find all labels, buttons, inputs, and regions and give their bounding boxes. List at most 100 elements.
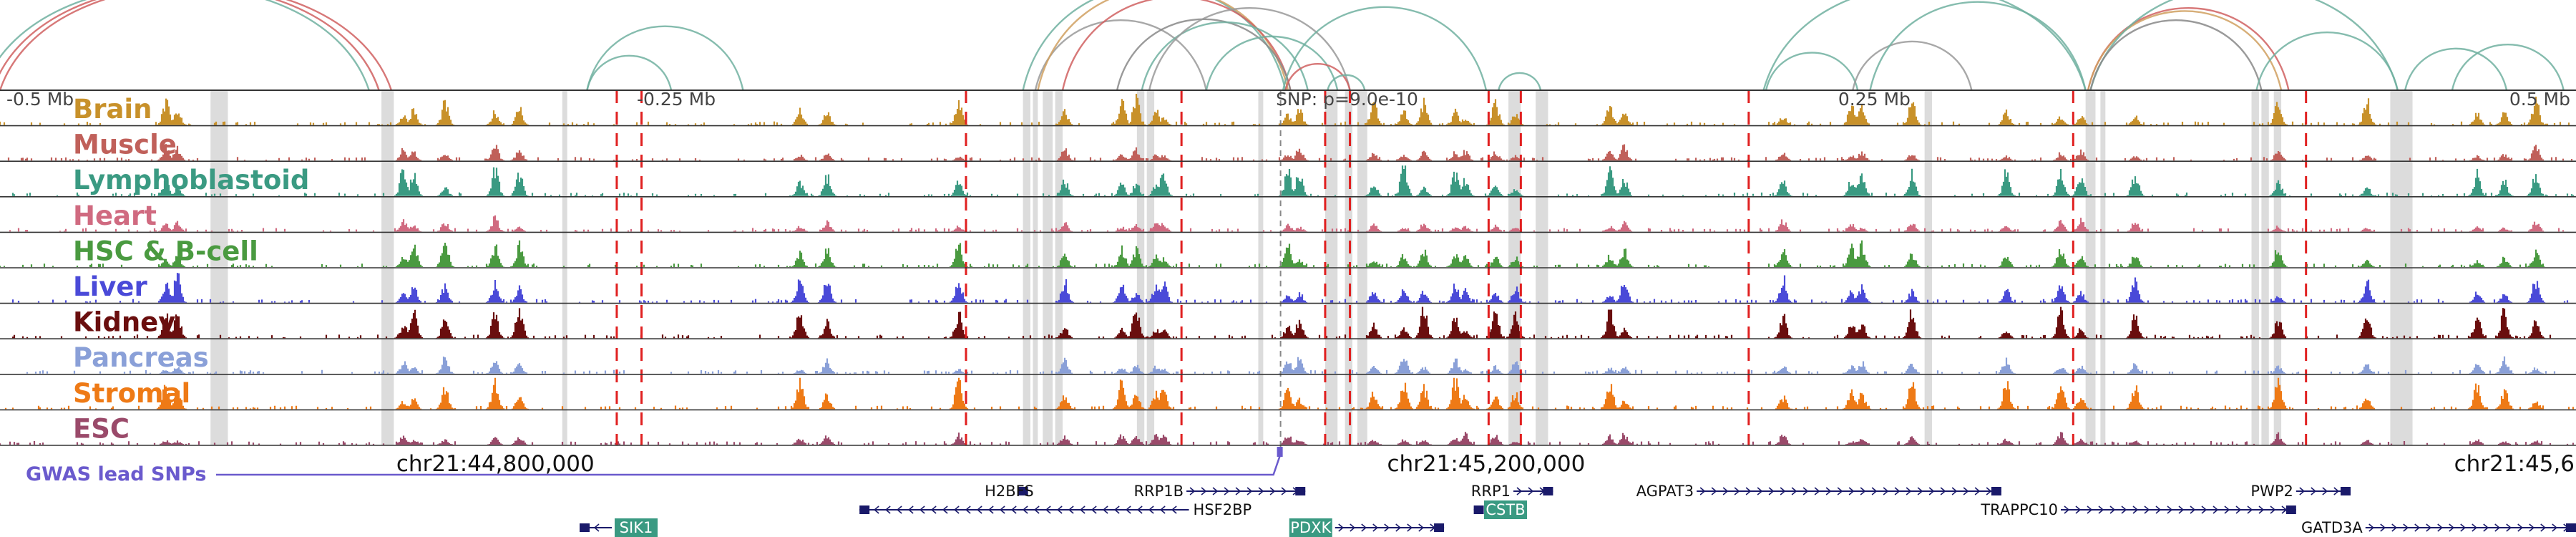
gene-exon [580,523,590,532]
strand-arrow [2380,523,2386,532]
loop-arc [1284,62,1351,91]
strand-arrow [1848,487,1855,495]
strand-arrow [2540,523,2547,532]
loop-arc [1869,1,2087,91]
strand-arrow [1699,487,1706,495]
gene-exon [2341,487,2351,495]
track-label: ESC [73,413,130,444]
gene-rrp1: RRP1 [1471,483,1553,500]
track-frames [0,90,2576,446]
gene-label: AGPAT3 [1636,483,1694,500]
strand-arrow [2322,487,2328,495]
strand-arrow [1091,505,1097,514]
gene-exon [2285,505,2296,514]
track-labels: Brain Muscle Lymphoblastoid Heart HSC & B-ce… [73,94,309,444]
loop-arc [2255,32,2399,91]
coordinate-label: chr21:45,6 [2454,451,2575,477]
strand-arrow [2460,523,2467,532]
strand-arrow [1056,505,1063,514]
gene-hsf2bp: HSF2BP [859,501,1252,518]
track-signal [26,356,2556,374]
strand-arrow [1711,487,1717,495]
chromatin-loop-arcs [0,0,2565,91]
gene-pwp2: PWP2 [2250,483,2351,500]
strand-arrow [1281,487,1287,495]
strand-arrow [1986,487,1992,495]
gene-exon [1991,487,2001,495]
strand-arrow [965,505,971,514]
strand-arrow [873,505,879,514]
strand-arrow [1079,505,1085,514]
track-label: Kidney [73,307,175,338]
relative-position-label: SNP: p=9.0e-10 [1276,89,1418,110]
strand-arrow [1928,487,1935,495]
strand-arrow [2064,505,2070,514]
loop-arc [1327,74,1366,91]
strand-arrow [1102,505,1108,514]
strand-arrow [2109,505,2116,514]
strand-arrow [2299,487,2306,495]
strand-arrow [2178,505,2185,514]
strand-arrow [999,505,1005,514]
strand-arrow [1894,487,1901,495]
loop-arc [586,25,744,91]
strand-arrow [1361,523,1367,532]
loop-arc [0,0,370,91]
gene-exon [1434,523,1445,532]
strand-arrow [930,505,937,514]
strand-arrow [896,505,902,514]
strand-arrow [1745,487,1752,495]
strand-arrow [1372,523,1379,532]
strand-arrow [907,505,914,514]
strand-arrow [2333,487,2340,495]
strand-arrow [2098,505,2104,514]
strand-arrow [919,505,925,514]
gene-label-box [1484,500,1527,519]
strand-arrow [1125,505,1131,514]
strand-arrow [942,505,948,514]
strand-arrow [1246,487,1253,495]
strand-arrow [953,505,960,514]
strand-arrow [1951,487,1958,495]
strand-arrow [2075,505,2082,514]
strand-arrow [2311,487,2317,495]
strand-arrow [2449,523,2455,532]
strand-arrow [2155,505,2162,514]
strand-arrow [1113,505,1120,514]
gene-trappc10: TRAPPC10 [1980,501,2296,518]
gene-exon [1018,487,1028,495]
strand-arrow [1010,505,1017,514]
track-label: Brain [73,94,152,125]
gene-exon [1543,487,1553,495]
loop-arc [2404,47,2508,91]
strand-arrow [2517,523,2524,532]
relative-position-label: 0.25 Mb [1838,89,1911,110]
strand-arrow [2132,505,2139,514]
coordinate-label: chr21:45,200,000 [1387,451,1586,477]
loop-arc [2089,0,2399,91]
strand-arrow [1791,487,1797,495]
loop-arc [2087,10,2283,91]
strand-arrow [2403,523,2409,532]
loop-arc [1022,0,1287,91]
track-signal [0,432,2575,445]
strand-arrow [1802,487,1809,495]
strand-arrow [1136,505,1143,514]
loop-arc [0,0,393,91]
strand-arrow [1917,487,1923,495]
gene-rrp1b: RRP1B [1133,483,1306,500]
strand-arrow [1825,487,1832,495]
loop-arc [2451,44,2565,91]
gene-label: PWP2 [2250,483,2293,500]
track-signal [0,94,2570,125]
gwas-lead-snp-label: GWAS lead SNPs [26,463,206,485]
strand-arrow [2087,505,2093,514]
strand-arrow [1883,487,1889,495]
strand-arrow [1860,487,1866,495]
gene-label: RRP1 [1471,483,1511,500]
strand-arrow [1963,487,1969,495]
gene-label: RRP1B [1133,483,1184,500]
gene-exon [1295,487,1306,495]
gene-label: TRAPPC10 [1980,501,2058,518]
